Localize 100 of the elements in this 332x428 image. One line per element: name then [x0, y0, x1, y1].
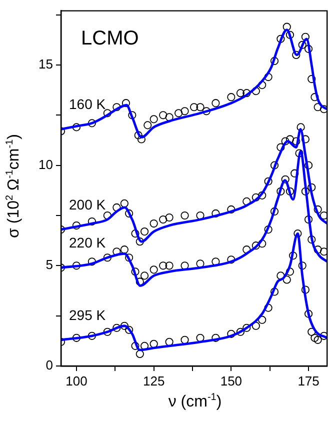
point — [286, 135, 294, 144]
series-label: 295 K — [69, 306, 106, 323]
point — [252, 242, 260, 250]
point — [212, 99, 220, 108]
x-tick-label: 125 — [142, 373, 165, 388]
point — [286, 268, 294, 276]
point — [134, 131, 142, 140]
x-tick-label: 100 — [66, 373, 88, 388]
point — [165, 338, 174, 346]
point — [292, 50, 300, 59]
annotation: LCMO — [81, 27, 139, 50]
point — [304, 215, 313, 224]
y-tick-label: 10 — [38, 156, 53, 172]
point — [136, 350, 144, 358]
point — [292, 137, 300, 146]
point — [276, 34, 285, 43]
point — [150, 219, 158, 228]
point — [180, 336, 189, 344]
point — [72, 221, 81, 230]
point — [159, 111, 168, 120]
point — [264, 177, 272, 186]
point — [298, 40, 306, 49]
point — [131, 230, 140, 238]
point — [286, 187, 294, 196]
point — [140, 227, 149, 236]
point — [320, 332, 328, 340]
point — [314, 205, 322, 214]
point — [304, 310, 313, 318]
point — [120, 246, 128, 254]
point — [227, 205, 236, 214]
point — [270, 161, 279, 170]
point — [227, 256, 236, 264]
point — [301, 187, 310, 196]
point — [196, 334, 204, 342]
point — [308, 183, 316, 192]
point — [140, 272, 149, 280]
point — [150, 266, 158, 274]
point — [122, 99, 130, 108]
point — [125, 209, 134, 218]
point — [165, 262, 174, 270]
point — [190, 103, 198, 112]
point — [258, 191, 266, 200]
series-label: 220 K — [69, 234, 106, 251]
point — [103, 328, 112, 336]
point — [320, 248, 328, 256]
point — [242, 324, 251, 332]
point — [131, 342, 140, 350]
point — [264, 304, 272, 312]
point — [159, 262, 168, 270]
point — [270, 207, 279, 216]
point — [150, 115, 158, 124]
point — [308, 74, 316, 84]
point — [159, 215, 168, 224]
point — [314, 246, 322, 254]
point — [150, 340, 158, 348]
point — [294, 230, 302, 238]
y-tick-label: 5 — [46, 257, 53, 272]
point — [301, 32, 310, 41]
x-axis-title: ν (cm$^{-1}$) — [167, 392, 223, 412]
point — [270, 288, 279, 296]
point — [125, 254, 134, 262]
point — [236, 89, 245, 98]
point — [289, 252, 298, 260]
x-tick-label: 175 — [298, 373, 320, 388]
point — [242, 89, 251, 98]
point — [227, 330, 236, 338]
point — [264, 72, 272, 82]
point — [281, 175, 290, 184]
point — [276, 143, 285, 152]
series-label: 160 K — [69, 96, 106, 112]
point — [125, 326, 134, 334]
point — [72, 123, 81, 132]
point — [88, 332, 96, 340]
point — [320, 211, 328, 220]
point — [196, 103, 204, 112]
point — [120, 199, 128, 208]
y-tick-label: 0 — [46, 358, 53, 373]
point — [88, 119, 96, 128]
point — [136, 238, 144, 246]
point — [270, 56, 279, 66]
point — [304, 161, 313, 170]
point — [131, 268, 140, 276]
point — [128, 111, 136, 120]
point — [227, 93, 236, 102]
point — [286, 30, 294, 39]
point — [308, 236, 316, 244]
point — [174, 109, 183, 118]
point — [314, 336, 322, 344]
x-tick-label: 150 — [220, 373, 242, 388]
y-tick-label: 15 — [38, 56, 53, 72]
point — [276, 187, 285, 196]
point — [120, 322, 128, 330]
point — [137, 135, 146, 144]
point — [180, 107, 189, 116]
point — [88, 258, 96, 266]
series-label: 200 K — [69, 196, 106, 212]
point — [282, 22, 291, 31]
point — [103, 254, 112, 262]
point — [298, 262, 306, 270]
point — [212, 209, 220, 218]
